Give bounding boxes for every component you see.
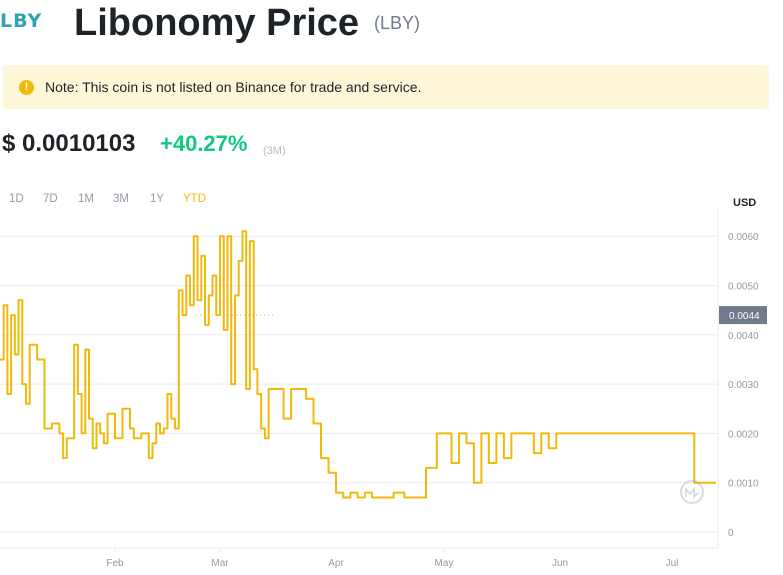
tab-3m[interactable]: 3M	[113, 193, 129, 205]
x-tick-label: Mar	[211, 558, 229, 569]
coin-symbol: (LBY)	[374, 13, 421, 33]
tab-7d[interactable]: 7D	[43, 193, 58, 205]
current-price-tag-label: 0.0044	[729, 311, 760, 322]
y-tick-label: 0.0030	[728, 380, 759, 391]
x-tick-label: May	[435, 558, 454, 569]
current-price-tag	[719, 306, 767, 325]
y-tick-label: 0.0020	[728, 429, 759, 440]
tab-1d[interactable]: 1D	[9, 193, 24, 205]
note-banner: ! Note: This coin is not listed on Binan…	[3, 65, 769, 109]
current-price: $ 0.0010103	[2, 130, 136, 157]
y-tick-label: 0.0050	[728, 282, 759, 293]
coin-logo: LBY	[0, 10, 43, 32]
change-period: (3M)	[263, 145, 286, 157]
y-tick-label: 0.0040	[728, 331, 759, 342]
x-tick-label: Feb	[106, 558, 124, 569]
y-tick-label: 0	[728, 528, 734, 539]
note-text: Note: This coin is not listed on Binance…	[45, 79, 422, 95]
tab-ytd[interactable]: YTD	[183, 193, 206, 205]
price-line	[0, 230, 716, 499]
price-change: +40.27%	[160, 131, 248, 156]
x-tick-label: Apr	[328, 558, 344, 569]
currency-label: USD	[733, 197, 757, 209]
y-tick-label: 0.0010	[728, 479, 759, 490]
coinmarketcap-icon	[680, 480, 704, 504]
exclamation-icon: !	[19, 79, 34, 95]
page-title: Libonomy Price	[74, 2, 360, 44]
x-tick-label: Jul	[666, 558, 679, 569]
tab-1y[interactable]: 1Y	[150, 193, 165, 205]
x-tick-label: Jun	[552, 558, 568, 569]
tab-1m[interactable]: 1M	[78, 193, 94, 205]
y-tick-label: 0.0060	[728, 232, 759, 243]
